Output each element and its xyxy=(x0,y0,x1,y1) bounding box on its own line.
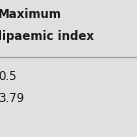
Text: lipaemic index: lipaemic index xyxy=(0,30,94,43)
Text: 0.5: 0.5 xyxy=(0,70,16,83)
Text: Maximum: Maximum xyxy=(0,8,62,21)
Text: 3.79: 3.79 xyxy=(0,92,24,105)
